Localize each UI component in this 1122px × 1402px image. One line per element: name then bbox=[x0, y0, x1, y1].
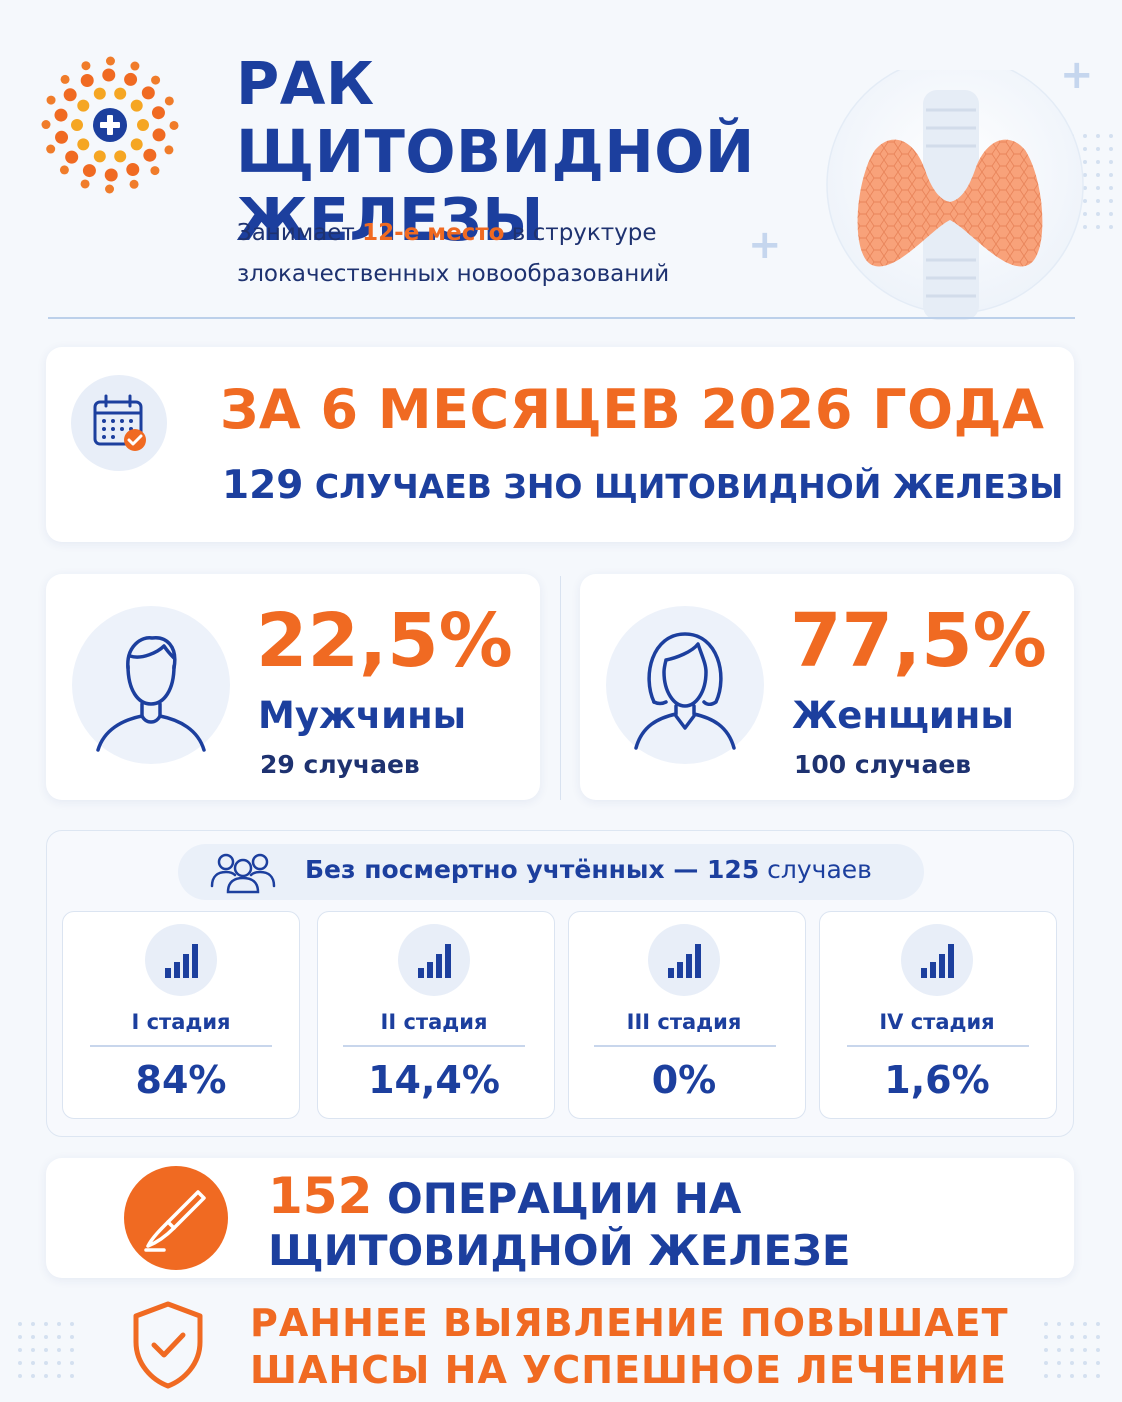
subtitle: Занимает 12-е место в структуре злокачес… bbox=[237, 213, 777, 295]
women-cases: 100 случаев bbox=[794, 750, 972, 779]
stage-value: 1,6% bbox=[884, 1058, 990, 1102]
stage-value: 14,4% bbox=[368, 1058, 500, 1102]
period-cases-number: 129 bbox=[222, 463, 304, 508]
dot-grid-decoration bbox=[18, 1322, 74, 1378]
period-cases: 129 СЛУЧАЕВ ЗНО ЩИТОВИДНОЙ ЖЕЛЕЗЫ bbox=[222, 463, 1064, 508]
title-line-2: ЖЕЛЕЗЫ bbox=[236, 185, 544, 254]
stage-divider bbox=[847, 1045, 1029, 1047]
gender-divider bbox=[560, 576, 561, 800]
men-label: Мужчины bbox=[258, 694, 467, 737]
stage-label: II стадия bbox=[380, 1010, 488, 1034]
header-divider bbox=[48, 317, 1075, 319]
dot-grid-decoration bbox=[1044, 1322, 1100, 1378]
signal-bars-icon bbox=[648, 924, 720, 996]
stage-divider bbox=[343, 1045, 525, 1047]
operations-text: 152 ОПЕРАЦИИ НА ЩИТОВИДНОЙ ЖЕЛЕЗЕ bbox=[268, 1167, 851, 1275]
stages-note: Без посмертно учтённых — 125 случаев bbox=[305, 855, 872, 884]
page-title: РАК ЩИТОВИДНОЙ ЖЕЛЕЗЫ bbox=[236, 50, 836, 254]
stage-value: 0% bbox=[651, 1058, 717, 1102]
period-title: ЗА 6 МЕСЯЦЕВ 2026 ГОДА bbox=[220, 378, 1045, 441]
title-line-1: РАК ЩИТОВИДНОЙ bbox=[236, 49, 755, 186]
women-label: Женщины bbox=[792, 694, 1014, 737]
footer-line-2: ШАНСЫ НА УСПЕШНОЕ ЛЕЧЕНИЕ bbox=[250, 1348, 1008, 1392]
plus-decoration: + bbox=[1060, 52, 1094, 98]
signal-bars-icon bbox=[145, 924, 217, 996]
stages-note-pill bbox=[178, 844, 924, 900]
signal-bars-icon bbox=[901, 924, 973, 996]
shield-check-icon bbox=[133, 1301, 203, 1389]
women-percent: 77,5% bbox=[790, 598, 1047, 684]
subtitle-line-1: Занимает 12-е место в структуре bbox=[237, 220, 657, 246]
men-percent: 22,5% bbox=[256, 598, 513, 684]
scalpel-icon bbox=[124, 1166, 228, 1270]
woman-avatar-icon bbox=[606, 606, 764, 764]
stage-value: 84% bbox=[135, 1058, 227, 1102]
rank-highlight: 12-е место bbox=[362, 220, 505, 246]
plus-decoration: + bbox=[748, 222, 782, 268]
stage-divider bbox=[594, 1045, 776, 1047]
man-avatar-icon bbox=[72, 606, 230, 764]
operations-number: 152 bbox=[268, 1167, 373, 1225]
signal-bars-icon bbox=[398, 924, 470, 996]
subtitle-line-2: злокачественных новообразований bbox=[237, 261, 670, 287]
stage-divider bbox=[90, 1045, 272, 1047]
stage-label: I стадия bbox=[131, 1010, 231, 1034]
stage-label: IV стадия bbox=[879, 1010, 995, 1034]
footer-message: РАННЕЕ ВЫЯВЛЕНИЕ ПОВЫШАЕТ ШАНСЫ НА УСПЕШ… bbox=[250, 1300, 1050, 1394]
period-card bbox=[46, 347, 1074, 542]
logo-icon bbox=[41, 56, 179, 194]
calendar-check-icon bbox=[71, 375, 167, 471]
thyroid-illustration bbox=[826, 70, 1084, 320]
stage-label: III стадия bbox=[626, 1010, 742, 1034]
footer-line-1: РАННЕЕ ВЫЯВЛЕНИЕ ПОВЫШАЕТ bbox=[250, 1301, 1009, 1345]
men-cases: 29 случаев bbox=[260, 750, 420, 779]
people-group-icon bbox=[210, 853, 276, 894]
